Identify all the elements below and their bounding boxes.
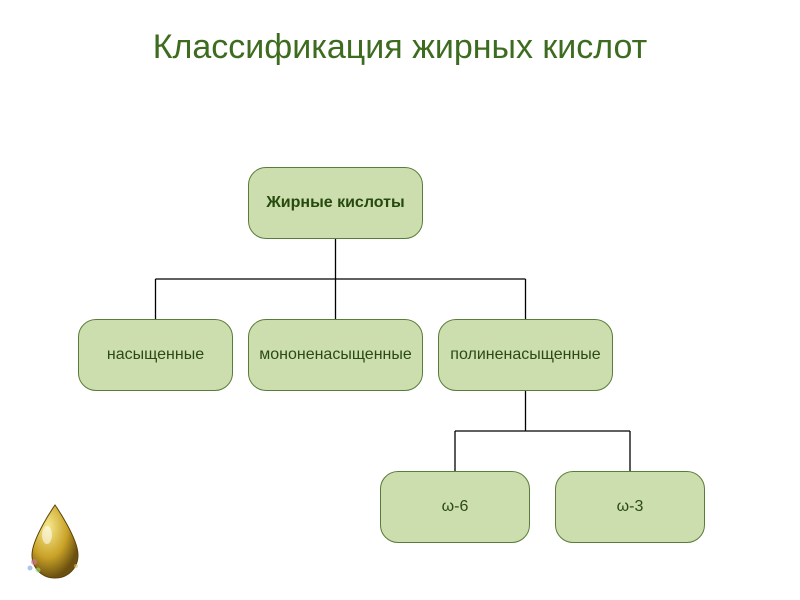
oil-drop-icon bbox=[20, 500, 90, 580]
node-root: Жирные кислоты bbox=[248, 167, 423, 239]
node-label: мононенасыщенные bbox=[259, 346, 412, 364]
node-omega6: ω-6 bbox=[380, 471, 530, 543]
node-monounsaturated: мононенасыщенные bbox=[248, 319, 423, 391]
node-label: насыщенные bbox=[107, 346, 204, 364]
node-label: полиненасыщенные bbox=[450, 346, 600, 364]
node-label: ω-6 bbox=[442, 498, 469, 516]
page-title: Классификация жирных кислот bbox=[0, 0, 800, 67]
node-omega3: ω-3 bbox=[555, 471, 705, 543]
node-label: Жирные кислоты bbox=[266, 194, 404, 212]
node-saturated: насыщенные bbox=[78, 319, 233, 391]
diagram-container: Жирные кислоты насыщенные мононенасыщенн… bbox=[0, 67, 800, 567]
node-polyunsaturated: полиненасыщенные bbox=[438, 319, 613, 391]
node-label: ω-3 bbox=[617, 498, 644, 516]
